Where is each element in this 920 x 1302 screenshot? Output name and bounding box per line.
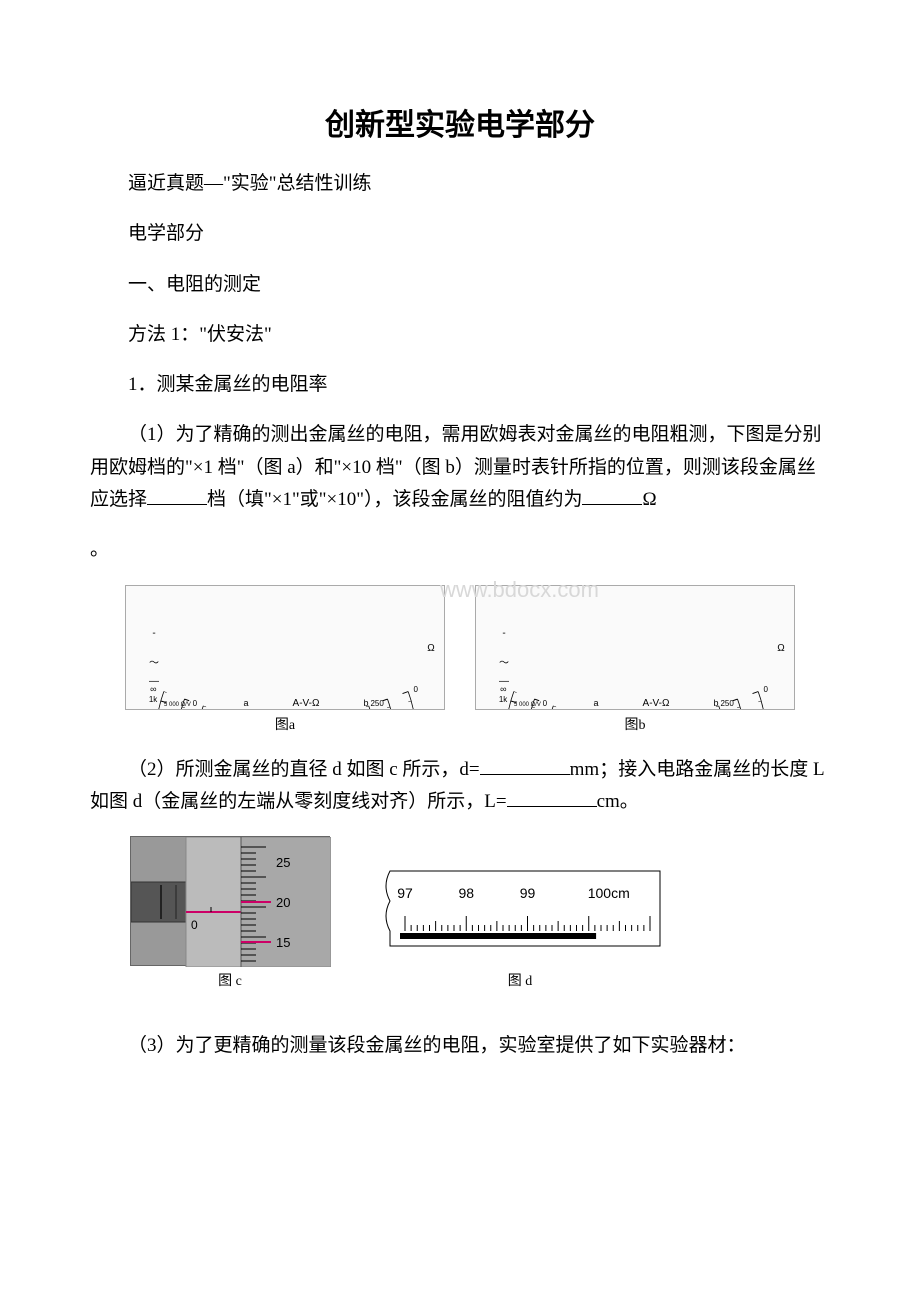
q2-text-3: cm。 xyxy=(597,791,639,812)
svg-text:20: 20 xyxy=(276,895,290,910)
q1-period: 。 xyxy=(90,534,830,566)
svg-text:—: — xyxy=(499,676,509,687)
item-1: 1．测某金属丝的电阻率 xyxy=(90,369,830,401)
svg-text:A-V-Ω: A-V-Ω xyxy=(293,698,320,709)
svg-text:15: 15 xyxy=(276,935,290,950)
svg-text:b: b xyxy=(713,698,718,708)
svg-text:98: 98 xyxy=(458,885,474,901)
intro-text: 逼近真题—"实验"总结性训练 xyxy=(90,168,830,200)
svg-text:1k: 1k xyxy=(499,695,508,704)
svg-text:2 500 Ω/V: 2 500 Ω/V xyxy=(164,709,191,710)
svg-text:1k: 1k xyxy=(149,695,158,704)
svg-text:25: 25 xyxy=(276,855,290,870)
blank-diameter xyxy=(480,754,570,775)
svg-text:～: ～ xyxy=(149,658,159,669)
heading-1: 一、电阻的测定 xyxy=(90,269,830,301)
svg-text:250: 250 xyxy=(370,698,384,707)
meter-b-svg: 1k500200100503020151050∞0501001502002501… xyxy=(476,586,795,710)
figure-b-box: 1k500200100503020151050∞0501001502002501… xyxy=(475,585,795,734)
svg-text:b: b xyxy=(363,698,368,708)
micrometer-svg: 0 25 20 15 xyxy=(131,837,331,967)
svg-text:0: 0 xyxy=(193,698,198,707)
svg-text:97: 97 xyxy=(397,885,413,901)
question-1: （1）为了精确的测出金属丝的电阻，需用欧姆表对金属丝的电阻粗测，下图是分别用欧姆… xyxy=(90,419,830,516)
svg-text:a: a xyxy=(593,698,598,708)
blank-length xyxy=(507,786,597,807)
blank-resistance xyxy=(582,484,642,505)
svg-text:Ω: Ω xyxy=(777,643,785,654)
svg-text:0: 0 xyxy=(413,684,418,693)
method-text: 方法 1："伏安法" xyxy=(90,319,830,351)
section-text: 电学部分 xyxy=(90,218,830,250)
svg-text:100cm: 100cm xyxy=(588,885,630,901)
figure-d-box: 97 98 99 100cm 图 d xyxy=(370,856,670,990)
fig-c-caption: 图 c xyxy=(218,970,242,990)
svg-text:0: 0 xyxy=(191,918,198,932)
fig-d-caption: 图 d xyxy=(508,970,533,990)
q1-text-3: Ω xyxy=(642,489,656,510)
svg-text:99: 99 xyxy=(520,885,536,901)
meter-a-svg: 1k500200100503020151050∞0501001502002501… xyxy=(126,586,445,710)
svg-text:～: ～ xyxy=(499,658,509,669)
ruler: 97 98 99 100cm xyxy=(370,856,670,966)
q2-text-1: （2）所测金属丝的直径 d 如图 c 所示，d= xyxy=(128,759,480,780)
ruler-svg: 97 98 99 100cm xyxy=(370,856,670,966)
figure-row-instruments: 0 25 20 15 图 c 97 98 99 100cm 图 d xyxy=(130,836,830,990)
svg-text:250: 250 xyxy=(720,698,734,707)
fig-a-caption: 图a xyxy=(275,714,295,734)
svg-text:Ω: Ω xyxy=(427,643,435,654)
fig-b-caption: 图b xyxy=(625,714,646,734)
figure-a-box: 1k500200100503020151050∞0501001502002501… xyxy=(125,585,445,734)
micrometer: 0 25 20 15 xyxy=(130,836,330,966)
svg-text:5 000 Ω/V: 5 000 Ω/V xyxy=(514,702,541,708)
svg-text:—: — xyxy=(149,676,159,687)
svg-text:0: 0 xyxy=(543,698,548,707)
figure-row-meters: 1k500200100503020151050∞0501001502002501… xyxy=(90,585,830,734)
figure-c-box: 0 25 20 15 图 c xyxy=(130,836,330,990)
blank-range xyxy=(147,484,207,505)
svg-text:a: a xyxy=(243,698,248,708)
page-title: 创新型实验电学部分 xyxy=(90,100,830,144)
svg-text:0: 0 xyxy=(763,684,768,693)
svg-text:-: - xyxy=(502,628,505,639)
question-3: （3）为了更精确的测量该段金属丝的电阻，实验室提供了如下实验器材： xyxy=(90,1030,830,1062)
svg-text:5 000 Ω/V: 5 000 Ω/V xyxy=(164,702,191,708)
svg-text:-: - xyxy=(152,628,155,639)
meter-b: 1k500200100503020151050∞0501001502002501… xyxy=(475,585,795,710)
svg-text:2 500 Ω/V: 2 500 Ω/V xyxy=(514,709,541,710)
svg-text:A-V-Ω: A-V-Ω xyxy=(643,698,670,709)
meter-a: 1k500200100503020151050∞0501001502002501… xyxy=(125,585,445,710)
question-2: （2）所测金属丝的直径 d 如图 c 所示，d=mm；接入电路金属丝的长度 L … xyxy=(90,754,830,819)
q1-text-2: 档（填"×1"或"×10"），该段金属丝的阻值约为 xyxy=(207,489,582,510)
